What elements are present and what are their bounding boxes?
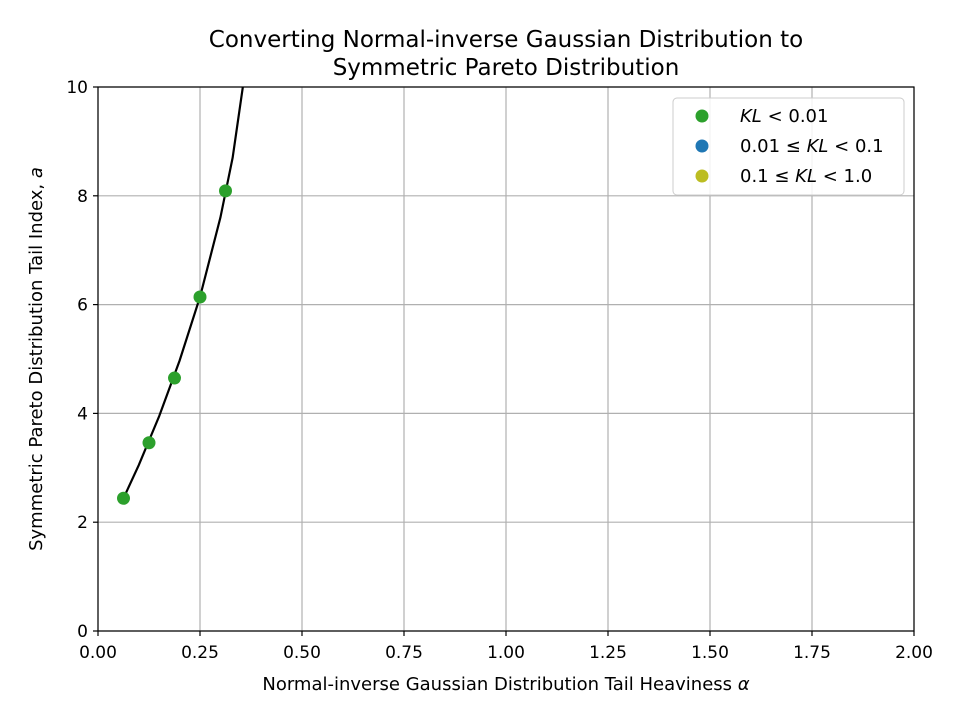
fit-line	[122, 86, 244, 499]
chart-title: Converting Normal-inverse Gaussian Distr…	[209, 27, 803, 81]
x-tick-label: 1.25	[589, 643, 627, 663]
chart-title-line: Converting Normal-inverse Gaussian Distr…	[209, 27, 803, 53]
x-tick-label: 0.00	[79, 643, 117, 663]
data-point	[168, 371, 181, 385]
legend-label: 0.1 ≤ KL < 1.0	[740, 166, 872, 187]
grid	[97, 86, 915, 632]
y-tick-label: 4	[77, 404, 88, 424]
y-tick-label: 6	[77, 296, 88, 316]
legend-marker	[695, 169, 709, 183]
y-tick-label: 2	[77, 513, 88, 533]
x-tick-label: 1.50	[691, 643, 729, 663]
data-point	[219, 184, 232, 198]
y-tick-label: 10	[66, 78, 88, 98]
y-tick-label: 0	[77, 622, 88, 642]
data-point	[193, 290, 207, 304]
data-point	[117, 491, 130, 505]
legend-label: 0.01 ≤ KL < 0.1	[740, 136, 884, 157]
chart-title-line: Symmetric Pareto Distribution	[333, 55, 680, 81]
fit-curve	[122, 86, 244, 499]
axis-ticks: 0.00 0.25 0.50 0.75 1.00 1.25 1.50 1.75 2.00 0 2 4 6…	[66, 78, 933, 663]
x-tick-label: 1.75	[793, 643, 831, 663]
legend-marker	[695, 139, 709, 153]
x-tick-label: 1.00	[487, 643, 525, 663]
x-tick-label: 0.25	[181, 643, 219, 663]
x-tick-label: 0.50	[283, 643, 321, 663]
legend-label: KL < 0.01	[740, 106, 828, 127]
x-axis-label: Normal-inverse Gaussian Distribution Tai…	[262, 674, 749, 695]
legend-marker	[695, 109, 709, 123]
data-point	[142, 436, 156, 450]
y-tick-label: 8	[77, 187, 88, 207]
x-tick-label: 0.75	[385, 643, 423, 663]
legend: KL < 0.01 0.01 ≤ KL < 0.1 0.1 ≤ KL < 1.0	[672, 97, 905, 196]
y-axis-label: Symmetric Pareto Distribution Tail Index…	[26, 167, 47, 551]
x-tick-label: 2.00	[895, 643, 933, 663]
scatter-points	[117, 184, 232, 505]
legend-box	[672, 97, 905, 196]
